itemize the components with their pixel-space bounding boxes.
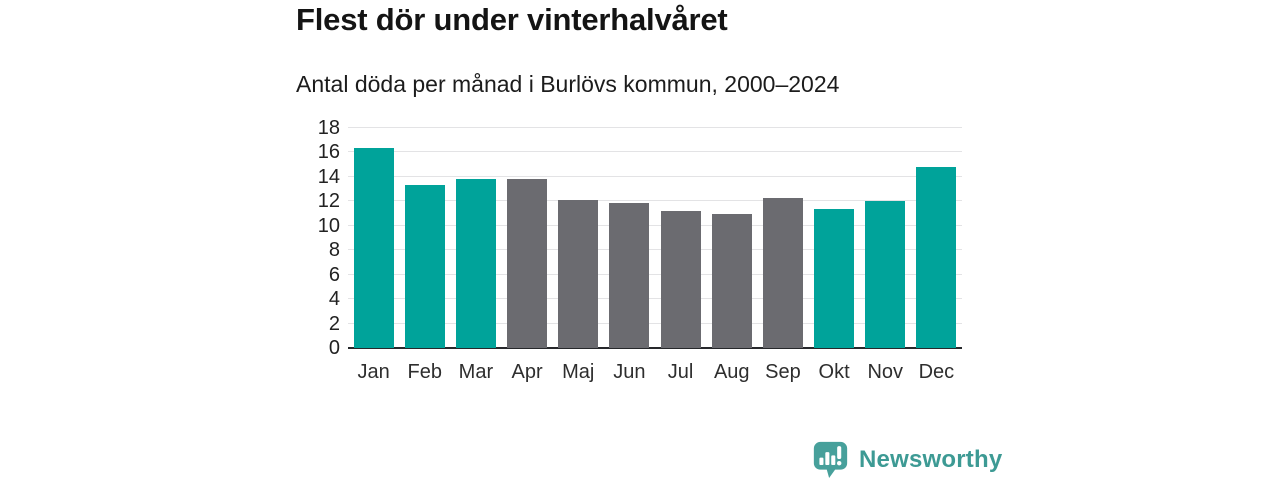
gridline-14 bbox=[348, 175, 962, 177]
bar-maj bbox=[558, 200, 599, 348]
bar-aug bbox=[711, 213, 752, 348]
bar-chart-plot-area bbox=[348, 127, 962, 349]
gridline-10 bbox=[348, 224, 962, 226]
gridline-6 bbox=[348, 273, 962, 275]
x-tick-label-dec: Dec bbox=[918, 361, 955, 383]
y-tick-label-4: 4 bbox=[328, 288, 340, 311]
bar-okt bbox=[814, 208, 855, 348]
y-tick-label-2: 2 bbox=[328, 312, 340, 335]
x-axis: Jan Feb Mar Apr Maj Jun Jul Aug Sep Okt Nov Dec bbox=[348, 360, 962, 386]
x-axis-baseline bbox=[348, 347, 962, 349]
newsworthy-logo: Newsworthy bbox=[811, 441, 1002, 478]
bar-dec bbox=[916, 167, 957, 348]
bar-feb bbox=[404, 185, 445, 348]
bar-chart-speech-bubble-icon bbox=[811, 441, 850, 478]
page-title: Flest dör under vinterhalvåret bbox=[296, 2, 728, 37]
y-tick-label-12: 12 bbox=[317, 190, 340, 213]
x-tick-label-apr: Apr bbox=[511, 361, 543, 383]
bar-jun bbox=[609, 202, 650, 348]
gridline-2 bbox=[348, 322, 962, 324]
bar-jan bbox=[353, 147, 394, 348]
gridline-4 bbox=[348, 298, 962, 300]
gridline-18 bbox=[348, 127, 962, 128]
gridline-16 bbox=[348, 151, 962, 153]
x-tick-label-okt: Okt bbox=[818, 361, 850, 383]
gridline-12 bbox=[348, 200, 962, 202]
bar-jul bbox=[660, 211, 701, 348]
x-tick-label-sep: Sep bbox=[765, 361, 801, 383]
y-tick-label-10: 10 bbox=[317, 214, 340, 237]
bar-nov bbox=[865, 201, 906, 348]
y-tick-label-8: 8 bbox=[328, 239, 340, 262]
y-tick-label-16: 16 bbox=[317, 141, 340, 164]
gridline-8 bbox=[348, 249, 962, 251]
y-tick-label-14: 14 bbox=[317, 165, 340, 188]
x-tick-label-maj: Maj bbox=[562, 361, 595, 383]
x-tick-label-jul: Jul bbox=[667, 361, 694, 383]
x-tick-label-jun: Jun bbox=[613, 361, 646, 383]
brand-name: Newsworthy bbox=[859, 445, 1003, 473]
bar-mar bbox=[455, 179, 496, 348]
y-tick-label-0: 0 bbox=[328, 337, 340, 359]
x-tick-label-nov: Nov bbox=[867, 361, 904, 383]
y-tick-label-6: 6 bbox=[328, 263, 340, 286]
x-tick-label-jan: Jan bbox=[357, 361, 390, 383]
bar-apr bbox=[507, 179, 548, 348]
x-tick-label-mar: Mar bbox=[458, 361, 494, 383]
bar-sep bbox=[762, 197, 803, 348]
page-subtitle: Antal döda per månad i Burlövs kommun, 2… bbox=[296, 71, 840, 97]
y-axis: 0 2 4 6 8 10 12 14 16 18 bbox=[292, 117, 340, 359]
x-tick-label-aug: Aug bbox=[713, 361, 750, 383]
x-tick-label-feb: Feb bbox=[407, 361, 442, 383]
y-tick-label-18: 18 bbox=[317, 117, 340, 139]
